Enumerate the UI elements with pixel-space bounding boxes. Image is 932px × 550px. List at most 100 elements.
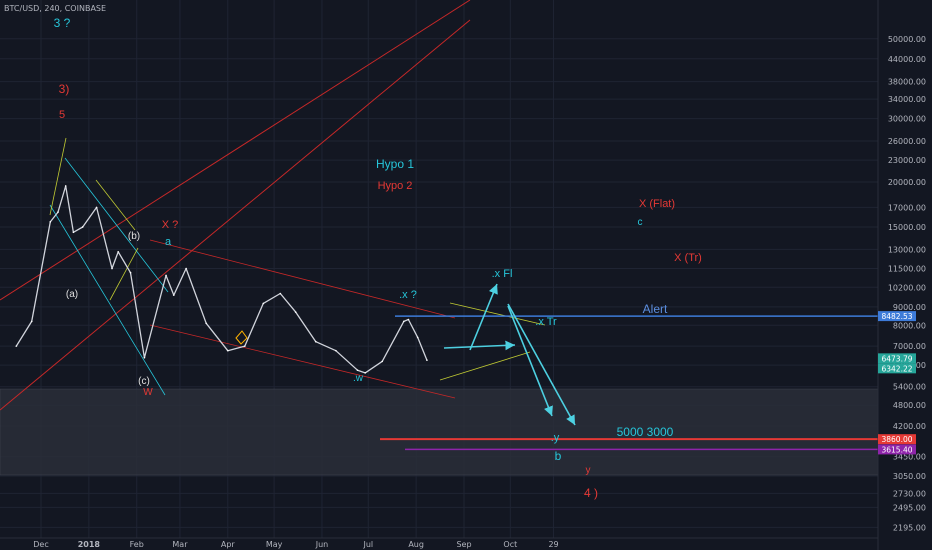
price-tag-label: 8482.53 — [881, 312, 912, 321]
trendline — [0, 0, 471, 301]
y-tick-label: 15000.00 — [888, 223, 926, 232]
levels-layer: Alert 5000 3000 — [380, 302, 878, 451]
annotation-label: Hypo 1 — [376, 157, 414, 171]
pattern-marker — [235, 330, 248, 345]
price-point — [279, 292, 282, 295]
trendline — [64, 157, 169, 293]
price-series — [15, 185, 428, 374]
y-tick-label: 20000.00 — [888, 178, 926, 187]
price-tag-bg — [878, 311, 916, 322]
price-point — [165, 274, 167, 277]
price-tag-bg — [878, 434, 916, 445]
price-point — [262, 302, 265, 305]
annotation-label: .x Fl — [492, 268, 513, 280]
y-tick-label: 4200.00 — [893, 422, 926, 431]
annotation-label: 3 ? — [54, 16, 71, 30]
price-point — [117, 250, 119, 253]
annotation-label: b — [555, 449, 562, 463]
trendline — [439, 351, 531, 381]
y-tick-label: 5400.00 — [893, 383, 926, 392]
annotation-label: X ? — [162, 219, 179, 231]
y-tick-label: 10200.00 — [888, 283, 926, 292]
price-tag-bg — [878, 444, 916, 455]
price-tag-label: 6342.22 — [881, 364, 912, 373]
price-point — [314, 340, 317, 343]
price-point — [243, 345, 246, 347]
y-tick-label: 2495.00 — [893, 503, 926, 512]
trendline — [109, 247, 139, 301]
price-tag-bg — [878, 353, 916, 364]
price-point — [15, 345, 18, 347]
x-tick-label: Apr — [221, 540, 236, 549]
y-tick-label: 3050.00 — [893, 472, 926, 481]
support-zone — [0, 388, 879, 476]
x-tick-label: 2018 — [78, 540, 101, 549]
drawings-layer — [0, 0, 546, 411]
price-point — [129, 271, 132, 274]
x-tick-label: Sep — [456, 540, 471, 549]
annotation-label: Hypo 2 — [378, 180, 413, 192]
x-tick-label: Jul — [362, 540, 373, 549]
y-tick-label: 9000.00 — [893, 303, 926, 312]
price-point — [402, 320, 405, 323]
price-point — [407, 318, 410, 321]
y-tick-label: 2195.00 — [893, 523, 926, 532]
x-tick-label: Oct — [503, 540, 517, 549]
y-tick-label: 23000.00 — [888, 156, 926, 165]
price-point — [381, 360, 383, 363]
price-point — [172, 294, 175, 296]
price-point — [81, 226, 84, 228]
projection-arrow — [507, 303, 576, 426]
y-tick-label: 38000.00 — [888, 78, 926, 87]
x-tick-label: 29 — [548, 540, 558, 549]
annotation-label: (a) — [66, 289, 78, 300]
y-tick-label: 11500.00 — [888, 265, 926, 274]
price-tag-label: 3615.40 — [881, 445, 912, 454]
level-label: 5000 3000 — [617, 425, 674, 439]
y-tick-label: 3450.00 — [893, 453, 926, 462]
price-point — [64, 185, 67, 187]
price-point — [185, 267, 187, 270]
y-tick-label: 2730.00 — [893, 489, 926, 498]
x-tick-label: Aug — [408, 540, 424, 549]
price-tag-label: 6473.79 — [881, 354, 912, 363]
y-tick-label: 13000.00 — [888, 245, 926, 254]
price-point — [416, 336, 419, 339]
y-tick-label: 17000.00 — [888, 203, 926, 212]
annotation-label: a — [165, 236, 172, 248]
annotation-label: W — [143, 387, 153, 398]
price-point — [356, 369, 359, 372]
trendline — [49, 137, 67, 216]
trendline — [95, 179, 136, 231]
y-tick-label: 30000.00 — [888, 115, 926, 124]
price-point — [30, 320, 33, 323]
arrows-layer — [443, 283, 576, 426]
x-axis[interactable]: Dec 2018 Feb Mar Apr May Jun Jul Aug Sep Oct 29 — [0, 537, 878, 549]
annotation-label: (b) — [128, 231, 140, 242]
price-point — [226, 349, 229, 352]
trendline — [449, 302, 546, 326]
price-point — [72, 231, 75, 234]
x-tick-label: Mar — [172, 540, 188, 549]
y-tick-label: 4800.00 — [893, 401, 926, 410]
price-point — [57, 211, 59, 213]
price-point — [364, 372, 366, 374]
trendline — [49, 204, 166, 396]
symbol-title: BTC/USD, 240, COINBASE — [4, 4, 106, 13]
price-point — [335, 349, 337, 352]
price-point — [95, 206, 98, 209]
projection-arrow — [507, 305, 553, 417]
annotation-label: X (Tr) — [674, 252, 702, 264]
price-point — [426, 359, 428, 361]
y-tick-label: 26000.00 — [888, 137, 926, 146]
annotations-layer: 3 ? 3) 5 Hypo 1 Hypo 2 X (Flat) c X (Tr) X ? a (b)… — [54, 16, 702, 500]
projection-arrow — [469, 283, 498, 351]
x-tick-label: Feb — [130, 540, 144, 549]
y-axis[interactable]: 50000.00 44000.00 38000.00 34000.00 30000.00… — [877, 0, 926, 550]
y-tick-label: 8000.00 — [893, 321, 926, 330]
y-tick-label: 50000.00 — [888, 35, 926, 44]
price-point — [111, 267, 113, 270]
